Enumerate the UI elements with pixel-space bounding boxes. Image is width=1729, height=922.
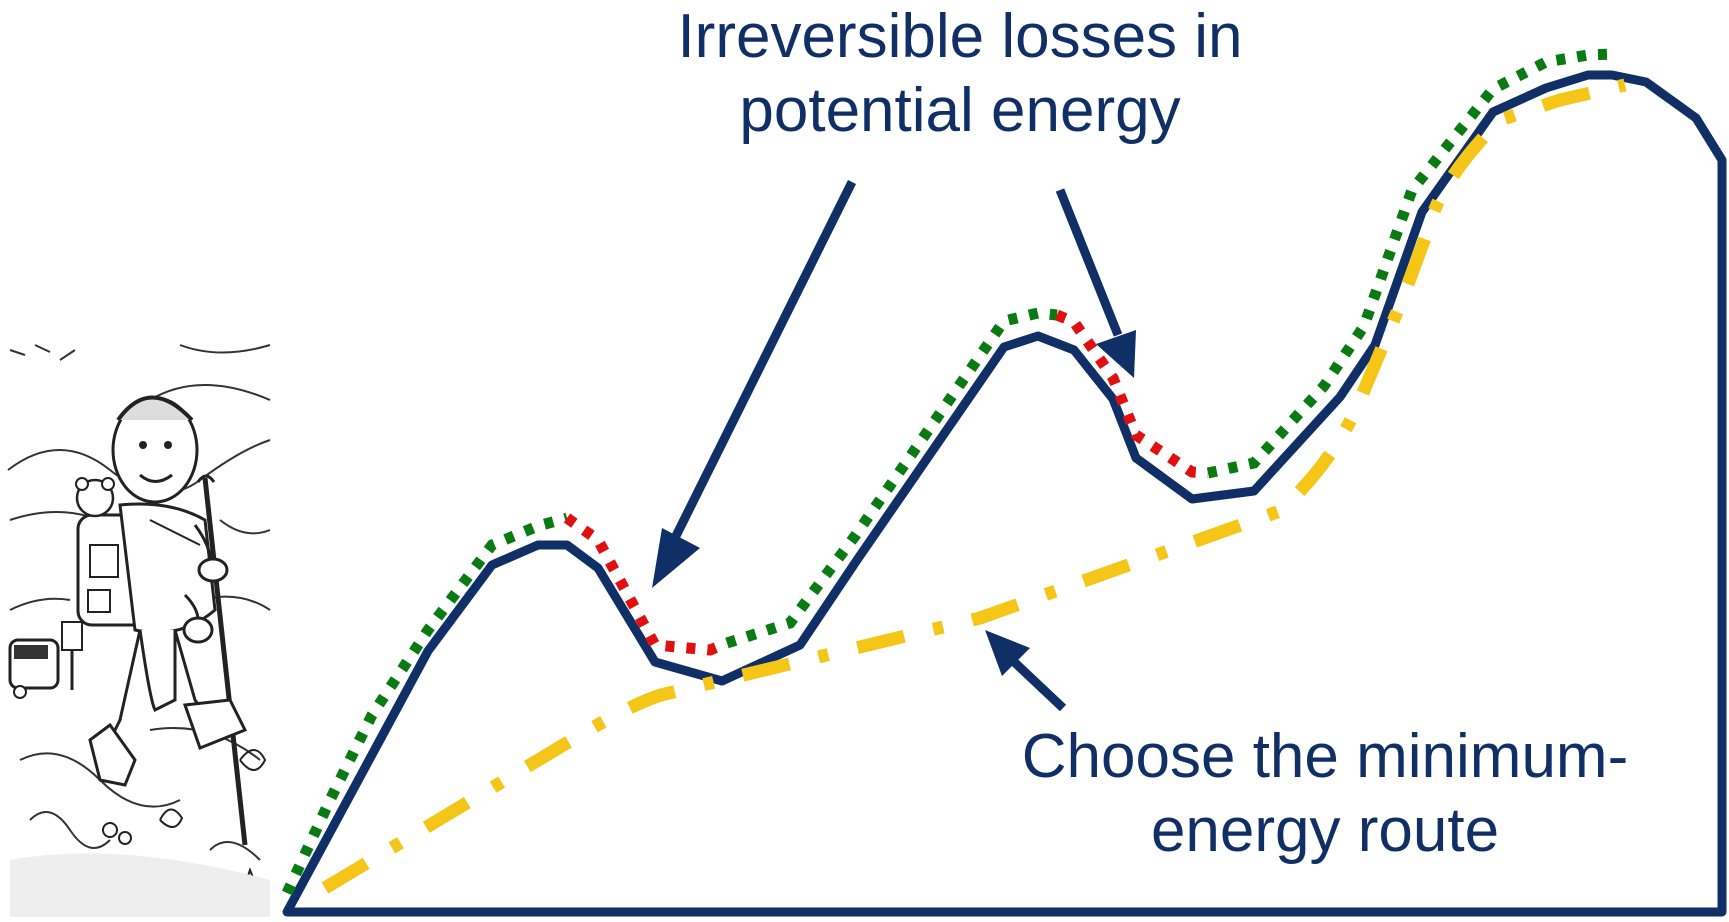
losses-label-line1: Irreversible losses in bbox=[677, 2, 1243, 71]
arrow-min-energy bbox=[985, 630, 1067, 712]
actual-route-green bbox=[282, 48, 1616, 896]
arrow-losses-left bbox=[652, 179, 857, 588]
losses-label-line2: potential energy bbox=[739, 76, 1181, 145]
losses-route-red bbox=[563, 309, 1209, 656]
route-label-line2: energy route bbox=[1150, 796, 1500, 865]
mountain-profile bbox=[282, 70, 1727, 917]
arrow-losses-right bbox=[1055, 188, 1136, 378]
losses-label: Irreversible losses in potential energy bbox=[560, 0, 1360, 148]
hiker-illustration bbox=[7, 344, 271, 917]
minimum-energy-route bbox=[321, 78, 1627, 894]
route-label-line1: Choose the minimum- bbox=[1021, 722, 1629, 791]
route-label: Choose the minimum- energy route bbox=[980, 720, 1670, 868]
